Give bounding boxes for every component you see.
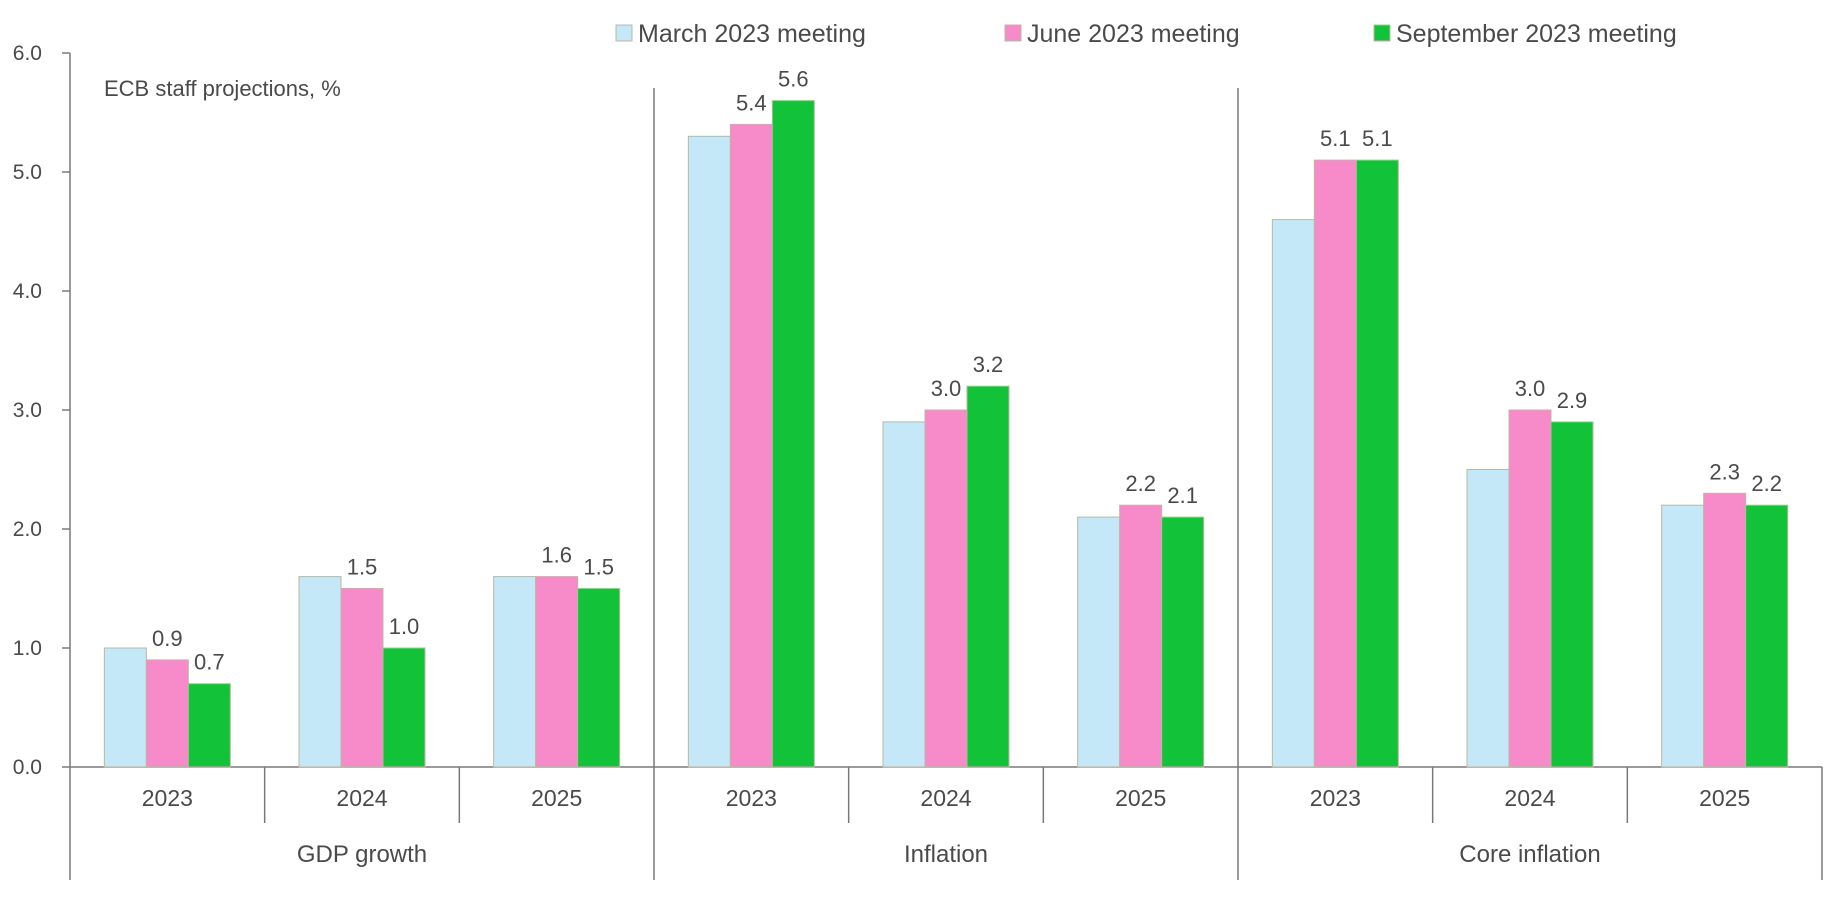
bar [340,588,384,768]
data-label: 5.1 [1320,126,1351,151]
data-label: 2.1 [1167,483,1198,508]
bar [1271,219,1315,768]
bar [1313,159,1357,768]
bar [1355,159,1399,768]
data-label: 0.7 [194,650,225,675]
chart-annotation: ECB staff projections, % [104,76,341,101]
legend-label: March 2023 meeting [638,20,866,48]
data-label: 1.5 [347,555,378,580]
data-label: 5.6 [778,67,809,92]
y-tick-label: 4.0 [13,280,42,303]
bar [1550,421,1594,768]
bar [103,647,147,768]
bar [298,576,342,768]
bar [382,647,426,768]
data-label: 0.9 [152,626,183,651]
x-group-label: GDP growth [297,841,427,868]
data-label: 3.0 [931,376,962,401]
data-label: 5.1 [1362,126,1393,151]
legend-swatch [615,24,633,42]
data-label: 2.2 [1125,471,1156,496]
x-category-label: 2025 [1115,785,1166,811]
data-label: 1.0 [389,614,420,639]
y-tick-label: 5.0 [13,161,42,184]
data-label: 3.2 [973,352,1004,377]
bar [577,588,621,768]
legend-label: September 2023 meeting [1396,20,1677,48]
legend-swatch [1373,24,1391,42]
bar [493,576,537,768]
bar [687,135,731,768]
x-category-label: 2024 [1504,785,1555,811]
bar [1077,516,1121,768]
y-tick-label: 6.0 [13,42,42,65]
x-group-label: Inflation [904,841,988,868]
x-category-label: 2025 [531,785,582,811]
data-label: 2.2 [1751,471,1782,496]
x-category-label: 2024 [920,785,971,811]
data-label: 2.9 [1557,388,1588,413]
bar [729,123,773,768]
x-group-label: Core inflation [1459,841,1600,868]
bar [1119,504,1163,768]
bar [771,100,815,768]
legend-swatch [1004,24,1022,42]
data-label: 1.6 [541,543,572,568]
data-label: 1.5 [583,555,614,580]
y-tick-label: 3.0 [13,399,42,422]
data-label: 3.0 [1515,376,1546,401]
data-label: 5.4 [736,90,767,115]
bar [1745,504,1789,768]
legend-label: June 2023 meeting [1027,20,1240,48]
bar [145,659,189,768]
x-category-label: 2025 [1699,785,1750,811]
y-tick-label: 1.0 [13,637,42,660]
bar [882,421,926,768]
y-tick-label: 2.0 [13,518,42,541]
data-label: 2.3 [1709,459,1740,484]
x-category-label: 2023 [726,785,777,811]
bar [187,683,231,768]
y-tick-label: 0.0 [13,756,42,779]
x-category-label: 2023 [1310,785,1361,811]
bar [1161,516,1205,768]
bar [966,385,1010,768]
bar [924,409,968,768]
bar [535,576,579,768]
bar [1466,469,1510,768]
x-category-label: 2023 [142,785,193,811]
x-category-label: 2024 [336,785,387,811]
bar [1703,492,1747,768]
bar [1508,409,1552,768]
bar [1661,504,1705,768]
